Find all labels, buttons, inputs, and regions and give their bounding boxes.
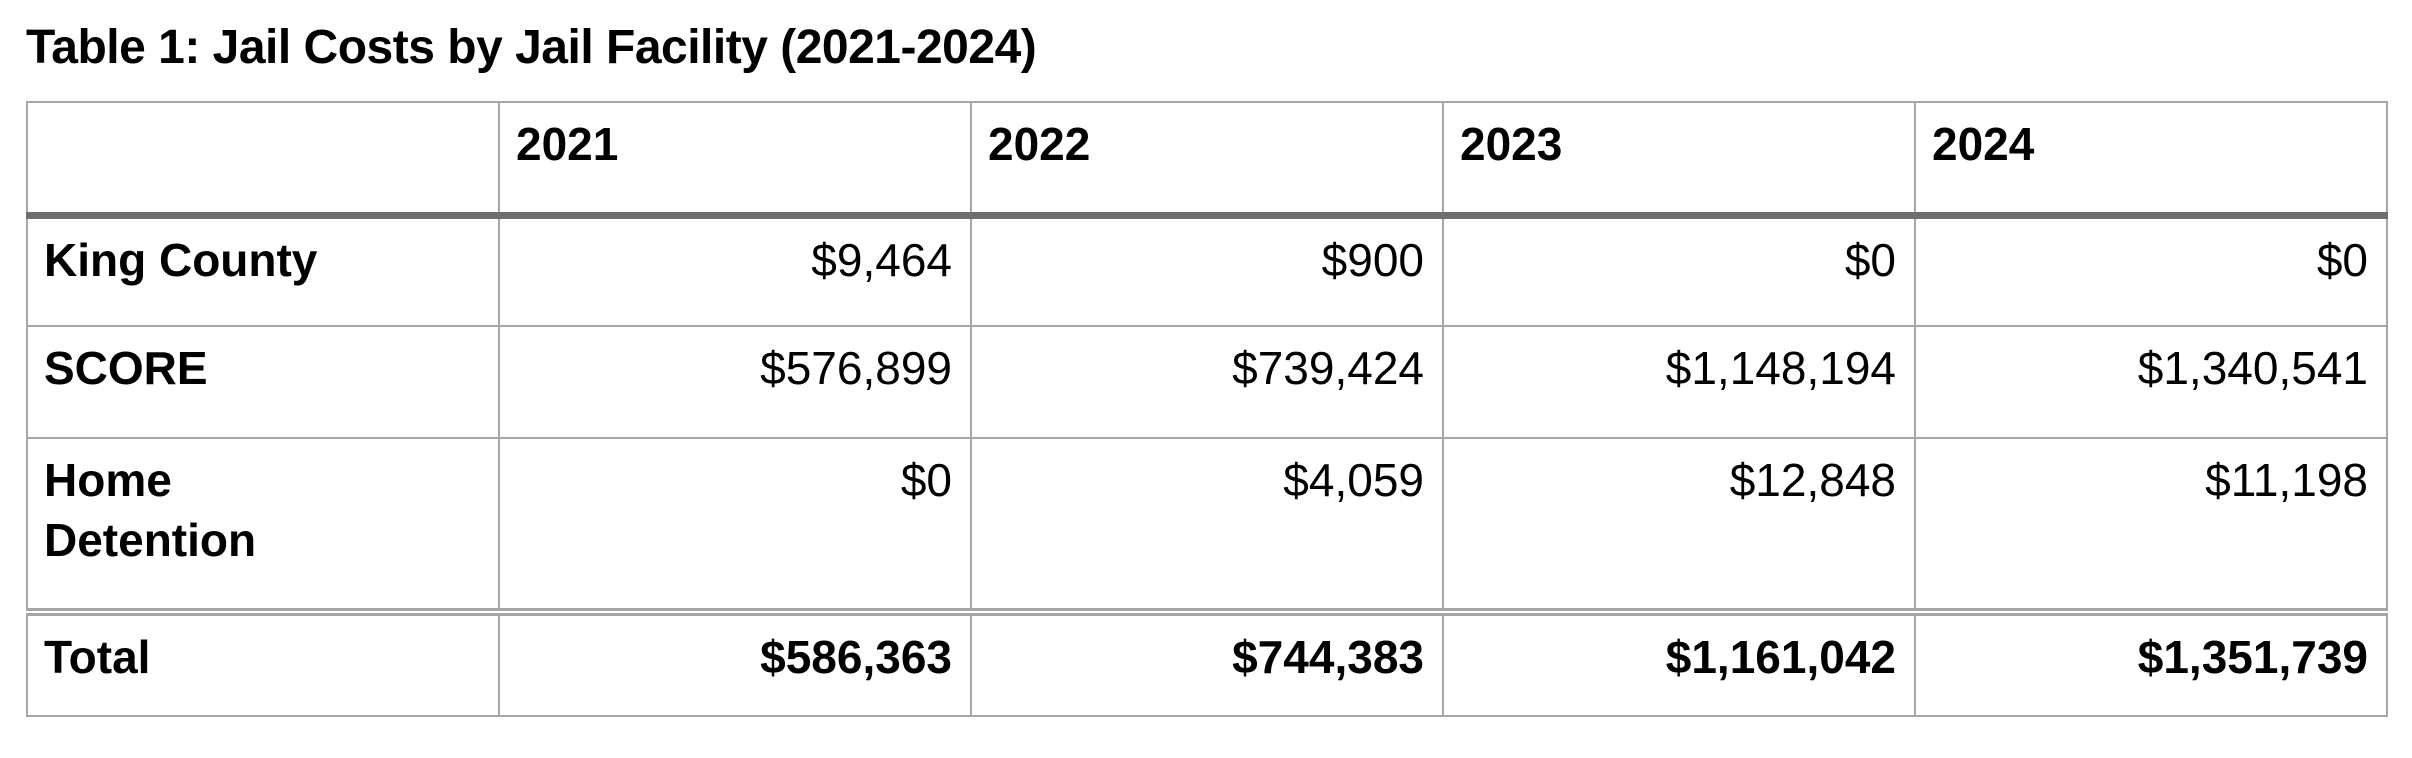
table-row-home-detention: Home Detention $0 $4,059 $12,848 $11,198 bbox=[26, 437, 2388, 613]
table-cell: $1,161,042 bbox=[1442, 608, 1916, 717]
table-cell: $576,899 bbox=[498, 325, 972, 439]
column-header-2022: 2022 bbox=[970, 101, 1444, 219]
table-cell: $1,351,739 bbox=[1914, 608, 2388, 717]
column-header-2023: 2023 bbox=[1442, 101, 1916, 219]
table-cell: $1,340,541 bbox=[1914, 325, 2388, 439]
row-label: Home Detention bbox=[26, 437, 500, 613]
row-label-text: Total bbox=[44, 631, 151, 683]
row-label: Total bbox=[26, 608, 500, 717]
table-cell: $9,464 bbox=[498, 214, 972, 327]
table-row-king-county: King County $9,464 $900 $0 $0 bbox=[26, 214, 2388, 327]
column-header-blank bbox=[26, 101, 500, 219]
table-cell: $12,848 bbox=[1442, 437, 1916, 613]
table-header-row: 2021 2022 2023 2024 bbox=[26, 101, 2388, 219]
row-label: King County bbox=[26, 214, 500, 327]
table-cell: $900 bbox=[970, 214, 1444, 327]
table-cell: $1,148,194 bbox=[1442, 325, 1916, 439]
table-cell: $739,424 bbox=[970, 325, 1444, 439]
column-header-2024: 2024 bbox=[1914, 101, 2388, 219]
row-label-text: King County bbox=[44, 233, 318, 286]
table-cell: $586,363 bbox=[498, 608, 972, 717]
row-label: SCORE bbox=[26, 325, 500, 439]
table-title: Table 1: Jail Costs by Jail Facility (20… bbox=[26, 21, 1037, 74]
row-label-text: SCORE bbox=[44, 342, 208, 394]
table-cell: $11,198 bbox=[1914, 437, 2388, 613]
table-row-score: SCORE $576,899 $739,424 $1,148,194 $1,34… bbox=[26, 325, 2388, 439]
table-row-total: Total $586,363 $744,383 $1,161,042 $1,35… bbox=[26, 608, 2388, 717]
row-label-text: Home Detention bbox=[44, 454, 257, 566]
jail-costs-table: 2021 2022 2023 2024 King County $9,464 $… bbox=[26, 101, 2388, 717]
column-header-2021: 2021 bbox=[498, 101, 972, 219]
table-cell: $744,383 bbox=[970, 608, 1444, 717]
table-cell: $0 bbox=[1914, 214, 2388, 327]
table-cell: $4,059 bbox=[970, 437, 1444, 613]
table-cell: $0 bbox=[498, 437, 972, 613]
table-cell: $0 bbox=[1442, 214, 1916, 327]
